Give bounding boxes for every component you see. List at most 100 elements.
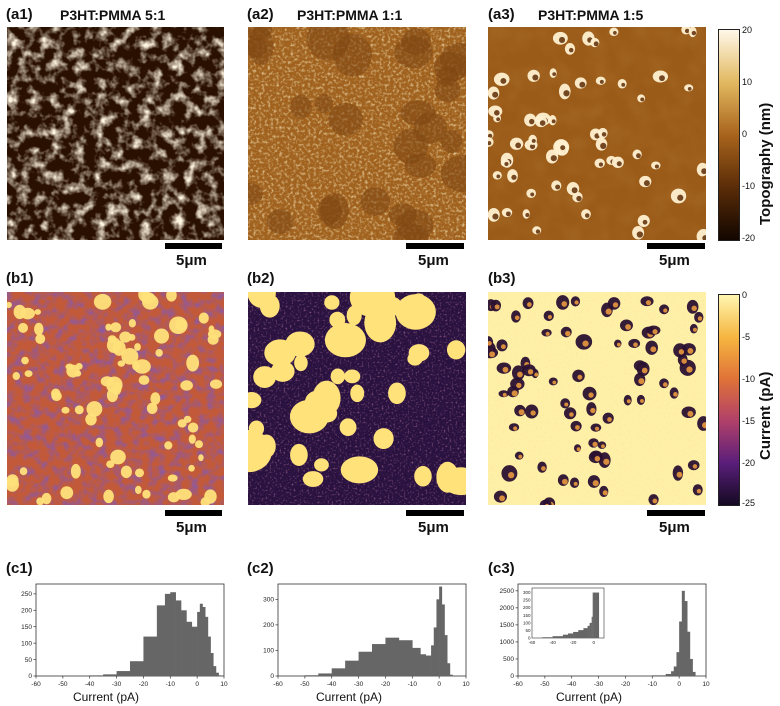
domain-rim (687, 410, 694, 417)
inset-bar (592, 592, 594, 638)
histogram-xlabel-c2: Current (pA) (316, 690, 383, 704)
domain-rim (625, 324, 631, 330)
domain-rim (687, 348, 694, 354)
domain-rim (594, 426, 600, 431)
domain-rim (599, 79, 604, 84)
x-tick-label: -50 (540, 681, 550, 688)
domain-rim (603, 458, 610, 465)
histogram-bar (170, 592, 176, 676)
domain-blob (248, 392, 262, 409)
domain-rim (568, 47, 574, 53)
y-tick-label: 200 (263, 622, 274, 629)
histogram-bar (164, 593, 171, 676)
y-tick-label: 250 (21, 591, 32, 598)
domain-rim (518, 454, 523, 459)
noise-texture (7, 27, 224, 240)
x-tick-label: 0 (677, 681, 681, 688)
topography-tick-4: -20 (742, 233, 756, 243)
domain-rim (539, 120, 546, 126)
scale-bar-b2 (406, 510, 464, 516)
domain-blob (120, 465, 132, 479)
topography-colorbar-title: Topography (nm) (757, 102, 774, 225)
panel-label-c3: (c3) (488, 560, 515, 577)
histogram-bar (205, 616, 209, 676)
domain-rim (605, 308, 612, 315)
domain-rim (492, 91, 499, 98)
domain-rim (565, 330, 571, 337)
inset-bar (593, 592, 596, 638)
histogram-bar (199, 603, 203, 676)
inset-y-tick-label: 50 (525, 628, 531, 633)
domain-blob (407, 351, 423, 366)
domain-blob (169, 316, 188, 335)
domain-blob (35, 333, 46, 344)
topography-colorbar (718, 29, 740, 241)
domain-rim (529, 118, 535, 125)
domain-rim (588, 392, 594, 398)
x-tick-label: 10 (702, 681, 710, 688)
x-tick-label: -60 (31, 681, 41, 688)
domain-blob (141, 292, 156, 305)
current-tick-2: -10 (742, 374, 756, 384)
domain-blob (411, 293, 427, 309)
histogram-bar (191, 626, 198, 676)
domain-blob (34, 309, 41, 315)
domain-rim (499, 495, 506, 502)
domain-rim (579, 81, 586, 88)
domain-blob (315, 94, 334, 114)
domain-blob (395, 294, 436, 330)
domain-rim (681, 358, 687, 364)
current-colorbar (718, 294, 740, 506)
domain-rim (696, 488, 702, 494)
domain-blob (285, 331, 315, 357)
domain-blob (248, 420, 265, 437)
panel-title-a1: P3HT:PMMA 5:1 (60, 7, 166, 23)
domain-rim (575, 425, 580, 430)
inset-bar (597, 592, 600, 638)
domain-rim (640, 399, 644, 403)
domain-rim (645, 300, 652, 306)
domain-rim (489, 351, 496, 358)
x-tick-label: -30 (594, 681, 604, 688)
domain-blob (110, 449, 126, 465)
current-colorbar-title: Current (pA) (757, 371, 774, 460)
x-tick-label: -10 (408, 681, 418, 688)
domain-rim (488, 133, 493, 139)
histogram-bar (116, 671, 131, 676)
histogram-bar (431, 645, 435, 676)
domain-blob (388, 382, 406, 405)
domain-blob (328, 102, 363, 136)
current-tick-5: -25 (742, 498, 756, 508)
inset-bar (542, 637, 553, 638)
domain-rim (559, 36, 566, 43)
histogram-bar (385, 637, 400, 676)
histogram-bar (447, 663, 451, 676)
x-tick-label: 10 (462, 681, 470, 688)
domain-rim (511, 174, 517, 180)
domain-blob (440, 129, 463, 154)
y-tick-label: 300 (263, 597, 274, 604)
domain-blob (112, 340, 126, 356)
domain-rim (494, 304, 500, 310)
domain-rim (513, 426, 518, 431)
domain-blob (306, 27, 351, 61)
domain-blob (7, 301, 12, 309)
domain-rim (532, 74, 539, 81)
domain-blob (404, 153, 437, 178)
domain-rim (659, 75, 665, 82)
domain-rim (535, 229, 541, 234)
domain-rim (530, 192, 535, 197)
domain-rim (613, 31, 617, 35)
histogram-bar (215, 672, 219, 676)
inset-bar (583, 628, 588, 638)
histogram-bar (444, 635, 448, 676)
histogram-bar (681, 590, 685, 676)
domain-blob (350, 384, 365, 403)
inset-y-tick-label: 0 (528, 636, 531, 641)
inset-bar (587, 625, 590, 638)
domain-rim (677, 194, 684, 201)
domain-blob (134, 343, 141, 351)
domain-rim (530, 410, 536, 416)
y-tick-label: 200 (21, 607, 32, 614)
y-tick-label: 1000 (500, 639, 515, 646)
